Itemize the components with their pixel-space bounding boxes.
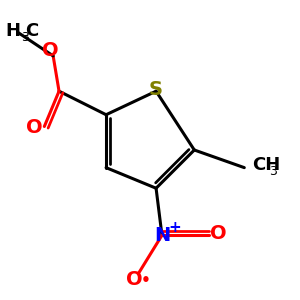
Text: •: •: [141, 273, 151, 288]
Text: S: S: [149, 80, 163, 99]
Text: CH: CH: [252, 156, 280, 174]
Text: N: N: [154, 226, 170, 245]
Text: O: O: [42, 40, 58, 59]
Text: O: O: [126, 270, 142, 289]
Text: C: C: [26, 22, 39, 40]
Text: O: O: [209, 224, 226, 243]
Text: 3: 3: [269, 165, 277, 178]
Text: 3: 3: [21, 31, 29, 44]
Text: O: O: [26, 118, 42, 137]
Text: +: +: [169, 220, 182, 236]
Text: H: H: [6, 22, 21, 40]
